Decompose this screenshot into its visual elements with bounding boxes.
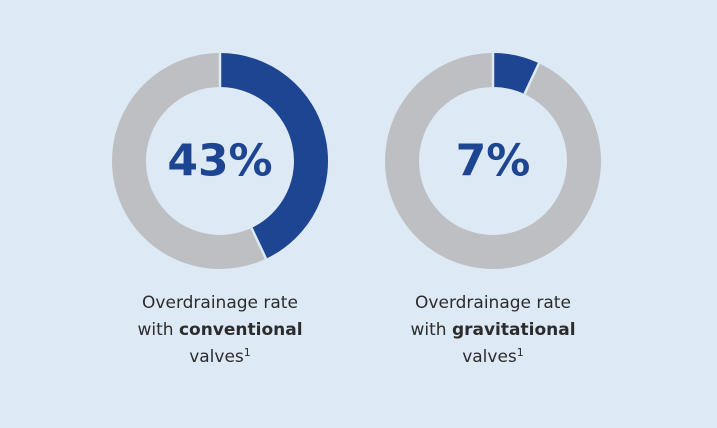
caption-emphasis: conventional <box>178 320 303 340</box>
caption-emphasis: gravitational <box>451 320 576 340</box>
donut-value-arc <box>492 53 539 95</box>
caption-prefix: with <box>410 320 452 340</box>
donut-svg-gravitational: 7% <box>385 52 601 269</box>
caption-line-1: Overdrainage rate <box>415 293 571 313</box>
percentage-label: 43% <box>167 136 272 187</box>
footnote-marker: 1 <box>243 346 251 359</box>
caption-line-2: with conventional <box>90 317 350 344</box>
donut-end-divider <box>250 227 268 260</box>
percentage-label: 7% <box>456 136 531 187</box>
caption-line-3: valves1 <box>90 344 350 371</box>
donut-chart-conventional: 43% Overdrainage rate with conventional … <box>90 0 350 428</box>
caption-line-2: with gravitational <box>363 317 623 344</box>
chart-caption: Overdrainage rate with conventional valv… <box>90 290 350 371</box>
donut-chart-gravitational: 7% Overdrainage rate with gravitational … <box>363 0 623 428</box>
donut-svg-conventional: 43% <box>112 52 328 269</box>
caption-line-3: valves1 <box>363 344 623 371</box>
caption-valves: valves <box>462 347 517 367</box>
caption-line-1: Overdrainage rate <box>142 293 298 313</box>
footnote-marker: 1 <box>516 346 524 359</box>
caption-prefix: with <box>137 320 179 340</box>
donut-end-divider <box>523 62 541 95</box>
chart-caption: Overdrainage rate with gravitational val… <box>363 290 623 371</box>
donut-value-arc <box>219 53 328 259</box>
caption-valves: valves <box>189 347 244 367</box>
